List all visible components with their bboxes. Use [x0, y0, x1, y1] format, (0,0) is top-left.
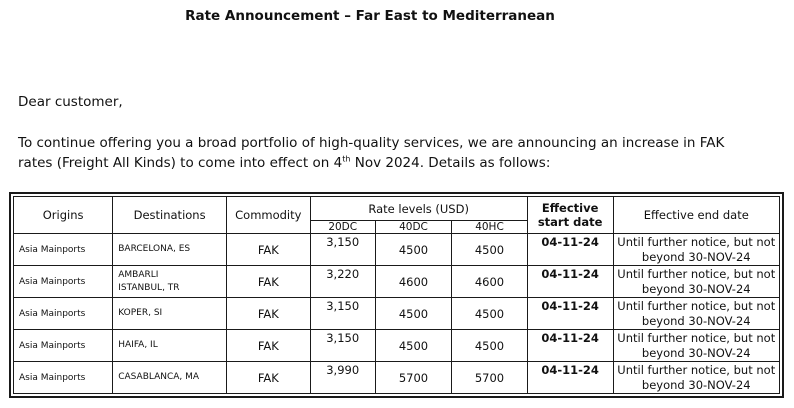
effective-start-cell: 04-11-24	[526, 329, 614, 362]
destination-cell: AMBARLI ISTANBUL, TR	[112, 265, 227, 298]
destination-cell: CASABLANCA, MA	[112, 361, 227, 394]
intro-text: To continue offering you a broad portfol…	[18, 135, 725, 171]
origin-cell: Asia Mainports	[12, 297, 114, 330]
table-row: Asia Mainports AMBARLI ISTANBUL, TR FAK 3…	[12, 265, 781, 298]
table-row: Asia Mainports BARCELONA, ES FAK 3,150 4…	[12, 233, 781, 266]
header-rate-levels: Rate levels (USD)	[309, 196, 528, 221]
page-title: Rate Announcement – Far East to Mediterr…	[185, 8, 555, 24]
effective-end-cell: Until further notice, but not beyond 30-…	[612, 265, 781, 298]
rate-20dc-cell: 3,150	[309, 233, 376, 266]
origin-cell: Asia Mainports	[12, 265, 114, 298]
header-40hc: 40HC	[451, 220, 528, 234]
rate-40hc-cell: 4500	[451, 329, 528, 362]
destination-line: BARCELONA, ES	[118, 244, 191, 254]
rate-40dc-cell: 4600	[374, 265, 453, 298]
table-row: Asia Mainports HAIFA, IL FAK 3,150 4500 …	[12, 329, 781, 362]
destination-cell: BARCELONA, ES	[112, 233, 227, 266]
effective-end-cell: Until further notice, but not beyond 30-…	[612, 329, 781, 362]
effective-end-cell: Until further notice, but not beyond 30-…	[612, 297, 781, 330]
header-20dc: 20DC	[309, 220, 376, 234]
effective-start-cell: 04-11-24	[526, 233, 614, 266]
commodity-cell: FAK	[225, 297, 311, 330]
rate-table: Origins Destinations Commodity Rate leve…	[12, 196, 781, 394]
effective-end-cell: Until further notice, but not beyond 30-…	[612, 233, 781, 266]
destination-line: HAIFA, IL	[118, 340, 158, 350]
rate-20dc-cell: 3,150	[309, 297, 376, 330]
header-40dc: 40DC	[374, 220, 453, 234]
header-effective-start: Effective start date	[526, 196, 614, 234]
commodity-cell: FAK	[225, 265, 311, 298]
effective-start-cell: 04-11-24	[526, 361, 614, 394]
destination-line: CASABLANCA, MA	[118, 372, 200, 382]
rate-40dc-cell: 4500	[374, 297, 453, 330]
rate-20dc-cell: 3,150	[309, 329, 376, 362]
effective-start-cell: 04-11-24	[526, 265, 614, 298]
intro-date-superscript: th	[342, 154, 351, 164]
rate-40hc-cell: 4500	[451, 297, 528, 330]
header-commodity: Commodity	[225, 196, 311, 234]
table-row: Asia Mainports CASABLANCA, MA FAK 3,990 …	[12, 361, 781, 394]
rate-40dc-cell: 5700	[374, 361, 453, 394]
commodity-cell: FAK	[225, 233, 311, 266]
destination-line: KOPER, SI	[118, 308, 163, 318]
table-row: Asia Mainports KOPER, SI FAK 3,150 4500 …	[12, 297, 781, 330]
rate-40hc-cell: 4500	[451, 233, 528, 266]
header-effective-end: Effective end date	[612, 196, 781, 234]
rate-20dc-cell: 3,990	[309, 361, 376, 394]
commodity-cell: FAK	[225, 329, 311, 362]
rate-table-frame: Origins Destinations Commodity Rate leve…	[9, 192, 784, 398]
destination-cell: KOPER, SI	[112, 297, 227, 330]
effective-start-cell: 04-11-24	[526, 297, 614, 330]
destination-cell: HAIFA, IL	[112, 329, 227, 362]
destination-line: AMBARLI	[118, 269, 159, 280]
origin-cell: Asia Mainports	[12, 361, 114, 394]
origin-cell: Asia Mainports	[12, 233, 114, 266]
greeting-text: Dear customer,	[18, 94, 123, 110]
commodity-cell: FAK	[225, 361, 311, 394]
intro-text-end: Nov 2024. Details as follows:	[350, 155, 551, 171]
rate-40dc-cell: 4500	[374, 329, 453, 362]
rate-40hc-cell: 4600	[451, 265, 528, 298]
header-origins: Origins	[12, 196, 114, 234]
rate-20dc-cell: 3,220	[309, 265, 376, 298]
destination-line-2: ISTANBUL, TR	[118, 282, 180, 293]
rate-40dc-cell: 4500	[374, 233, 453, 266]
header-destinations: Destinations	[112, 196, 227, 234]
origin-cell: Asia Mainports	[12, 329, 114, 362]
rate-40hc-cell: 5700	[451, 361, 528, 394]
effective-end-cell: Until further notice, but not beyond 30-…	[612, 361, 781, 394]
intro-paragraph: To continue offering you a broad portfol…	[18, 133, 758, 173]
